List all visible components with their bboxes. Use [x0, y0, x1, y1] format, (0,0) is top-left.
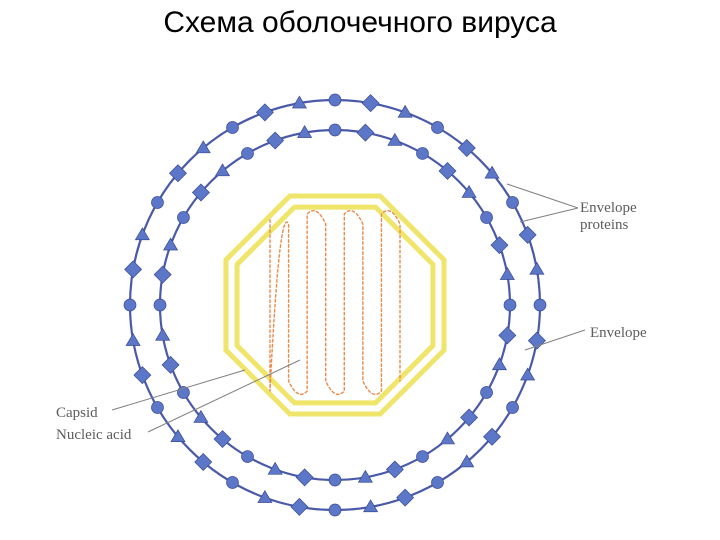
protein-circle-icon: [329, 94, 341, 106]
protein-circle-icon: [329, 474, 341, 486]
protein-circle-icon: [481, 387, 493, 399]
protein-triangle-icon: [530, 262, 544, 274]
protein-circle-icon: [177, 212, 189, 224]
protein-circle-icon: [432, 121, 444, 133]
protein-circle-icon: [534, 299, 546, 311]
label-envelope_proteins: Envelope proteins: [580, 200, 637, 234]
protein-triangle-icon: [500, 268, 514, 280]
protein-square-icon: [267, 132, 284, 149]
label-nucleic_acid: Nucleic acid: [56, 427, 131, 444]
protein-square-icon: [154, 266, 171, 283]
protein-square-icon: [256, 104, 273, 121]
protein-circle-icon: [154, 299, 166, 311]
protein-circle-icon: [507, 197, 519, 209]
protein-square-icon: [125, 261, 142, 278]
protein-square-icon: [357, 124, 374, 141]
protein-square-icon: [519, 226, 536, 243]
label-envelope: Envelope: [590, 325, 647, 342]
protein-circle-icon: [507, 402, 519, 414]
virus-diagram: [0, 0, 720, 540]
protein-triangle-icon: [521, 368, 535, 380]
protein-square-icon: [291, 498, 308, 515]
protein-triangle-icon: [156, 328, 170, 340]
protein-square-icon: [386, 461, 403, 478]
protein-square-icon: [499, 327, 516, 344]
capsid-outer: [226, 196, 444, 414]
protein-circle-icon: [481, 212, 493, 224]
protein-square-icon: [491, 237, 508, 254]
protein-circle-icon: [329, 124, 341, 136]
protein-circle-icon: [504, 299, 516, 311]
protein-circle-icon: [242, 147, 254, 159]
protein-circle-icon: [151, 197, 163, 209]
envelope-inner: [160, 130, 510, 480]
protein-circle-icon: [227, 477, 239, 489]
protein-triangle-icon: [164, 238, 178, 250]
protein-circle-icon: [329, 504, 341, 516]
protein-circle-icon: [227, 121, 239, 133]
protein-circle-icon: [151, 402, 163, 414]
leader-line: [112, 370, 245, 410]
protein-triangle-icon: [126, 334, 140, 346]
protein-triangle-icon: [135, 228, 149, 240]
protein-circle-icon: [432, 477, 444, 489]
protein-circle-icon: [242, 451, 254, 463]
nucleic-acid: [270, 211, 400, 395]
protein-circle-icon: [124, 299, 136, 311]
protein-square-icon: [296, 469, 313, 486]
protein-square-icon: [162, 356, 179, 373]
protein-triangle-icon: [492, 358, 506, 370]
protein-circle-icon: [417, 451, 429, 463]
label-capsid: Capsid: [56, 405, 98, 422]
protein-square-icon: [362, 95, 379, 112]
protein-circle-icon: [417, 147, 429, 159]
capsid-inner: [237, 207, 433, 403]
leader-line: [520, 208, 578, 222]
envelope-outer: [130, 100, 540, 510]
protein-square-icon: [397, 489, 414, 506]
protein-square-icon: [134, 367, 151, 384]
